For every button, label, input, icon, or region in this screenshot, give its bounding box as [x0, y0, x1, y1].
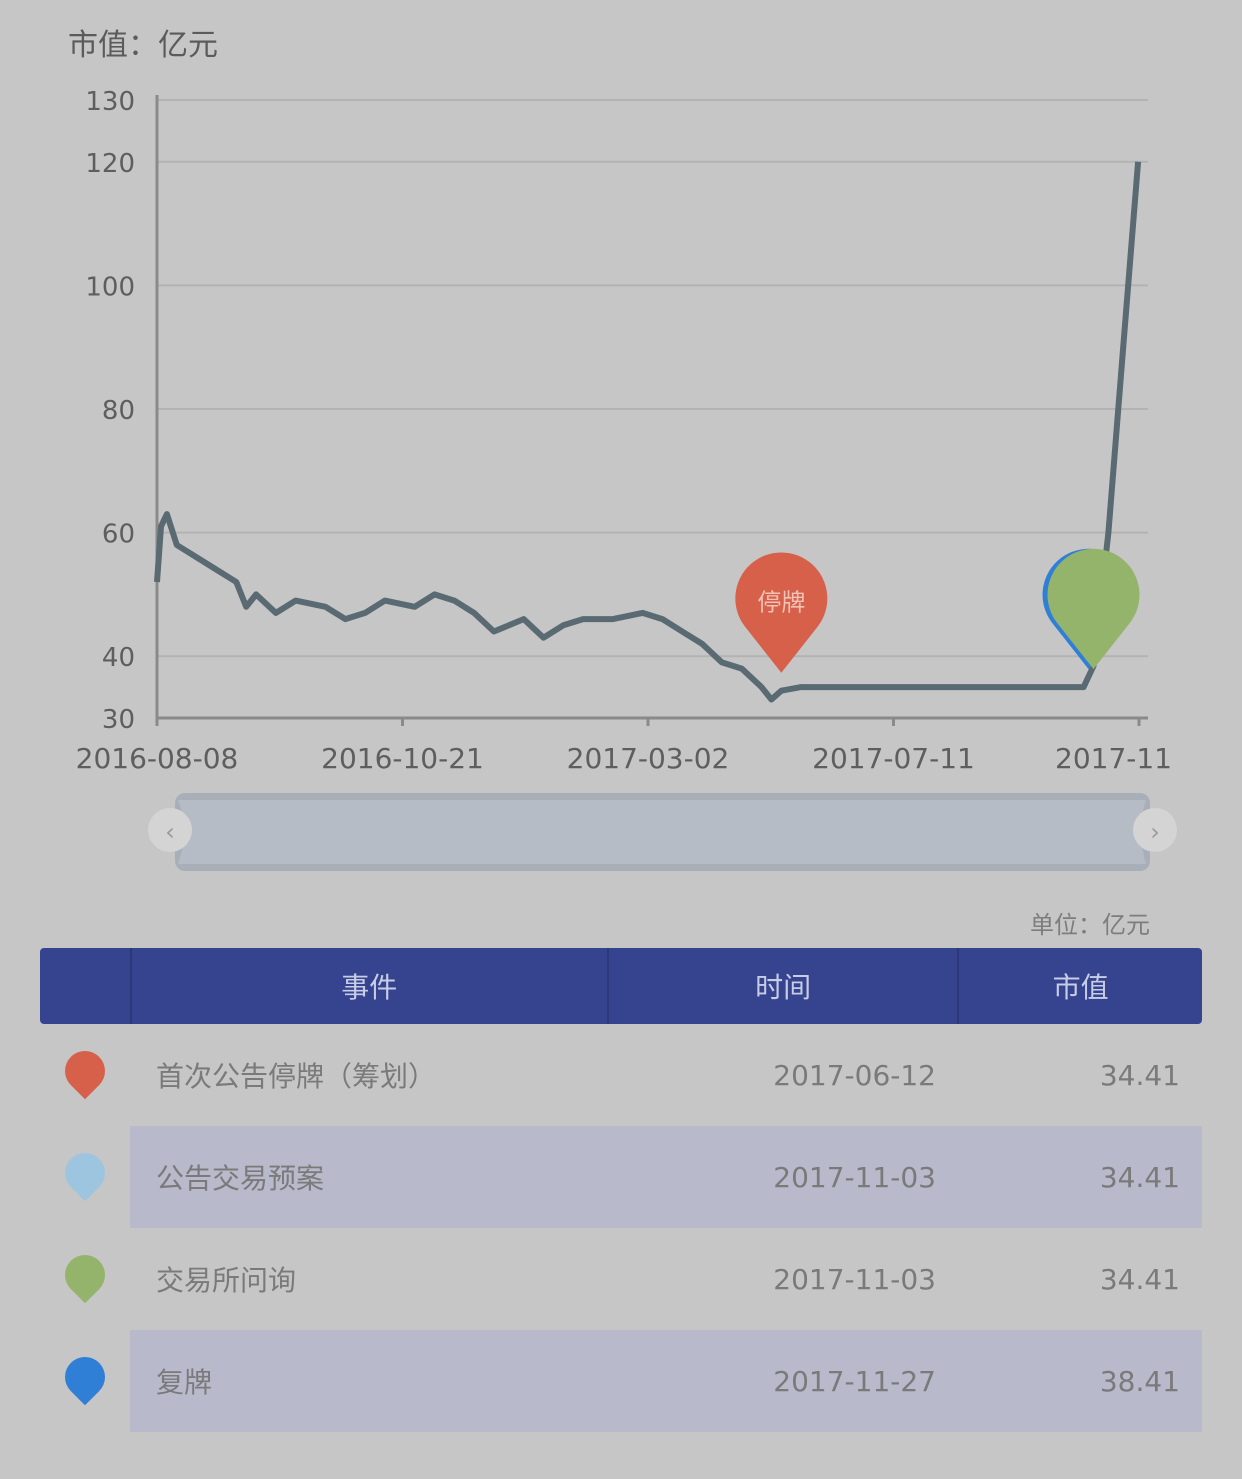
table-row[interactable]: 首次公告停牌（筹划） 2017-06-12 34.41 [40, 1024, 1202, 1126]
header-cell-event: 事件 [132, 948, 610, 1024]
y-tick-label: 120 [85, 149, 135, 179]
marker-label: 停牌 [757, 589, 805, 617]
table-row[interactable]: 公告交易预案 2017-11-03 34.41 [40, 1126, 1202, 1228]
y-tick-label: 80 [102, 396, 135, 426]
y-tick-label: 40 [102, 643, 135, 673]
lightblue-pin-icon [56, 1144, 114, 1202]
y-tick-label: 60 [102, 520, 135, 550]
chart-unit-label: 市值：亿元 [68, 28, 218, 63]
events-table: 事件 时间 市值 首次公告停牌（筹划） 2017-06-12 34.41 公告交… [40, 948, 1202, 1432]
row-event: 交易所问询 [156, 1264, 297, 1297]
x-tick-label: 2017-07-11 [812, 742, 975, 775]
x-tick-label: 2016-10-21 [321, 742, 484, 775]
event-markers: 停牌 [735, 548, 1140, 673]
header-cell-date: 时间 [609, 948, 960, 1024]
blue-pin-icon [56, 1348, 114, 1406]
y-tick-label: 30 [102, 705, 135, 735]
table-unit-label: 单位：亿元 [1030, 911, 1150, 939]
range-slider[interactable]: ‹ › [148, 793, 1177, 871]
y-tick-label: 100 [85, 272, 135, 302]
range-handle-right[interactable]: › [1133, 808, 1177, 852]
row-value: 34.41 [958, 1126, 1202, 1228]
x-tick-labels: 2016-08-08 2016-10-21 2017-03-02 2017-07-11… [76, 718, 1172, 775]
row-date: 2017-11-27 [608, 1330, 958, 1432]
row-date: 2017-11-03 [773, 1262, 936, 1296]
chart-grid [157, 99, 1148, 719]
chart-axes [155, 95, 1148, 720]
y-tick-label: 130 [85, 87, 135, 117]
series-line-market-cap [154, 161, 1142, 703]
row-event: 公告交易预案 [130, 1126, 608, 1228]
row-date: 2017-06-12 [773, 1058, 936, 1092]
green-pin-icon [56, 1246, 114, 1304]
green-event-marker[interactable] [1047, 548, 1140, 670]
table-row[interactable]: 交易所问询 2017-11-03 34.41 [40, 1228, 1202, 1330]
x-tick-label: 2016-08-08 [76, 742, 239, 775]
row-value: 38.41 [958, 1330, 1202, 1432]
row-date: 2017-11-03 [608, 1126, 958, 1228]
svg-text:›: › [1150, 818, 1160, 846]
x-tick-label: 2017-11 [1055, 742, 1172, 775]
table-header: 事件 时间 市值 [40, 948, 1202, 1024]
red-event-marker[interactable]: 停牌 [735, 552, 828, 673]
range-handle-left[interactable]: ‹ [148, 808, 192, 852]
x-tick-label: 2017-03-02 [567, 742, 730, 775]
y-tick-labels: 30 40 60 80 100 120 130 [85, 87, 135, 735]
svg-text:‹: ‹ [165, 818, 175, 846]
red-pin-icon [56, 1042, 114, 1100]
header-cell-value: 市值 [1052, 971, 1109, 1004]
row-value: 34.41 [1099, 1262, 1180, 1296]
header-cell-marker [40, 948, 132, 1024]
table-row[interactable]: 复牌 2017-11-27 38.41 [40, 1330, 1202, 1432]
row-event: 复牌 [130, 1330, 608, 1432]
row-event: 首次公告停牌（筹划） [156, 1060, 437, 1093]
row-value: 34.41 [1099, 1058, 1180, 1092]
range-slider-shade [178, 800, 1146, 864]
